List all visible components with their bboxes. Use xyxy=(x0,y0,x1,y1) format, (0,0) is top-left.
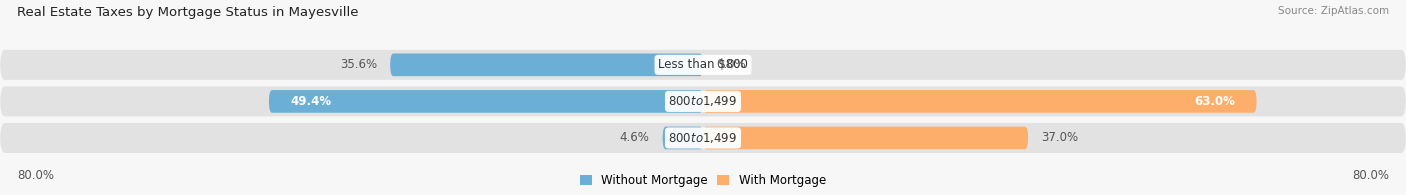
Text: 35.6%: 35.6% xyxy=(340,58,377,71)
FancyBboxPatch shape xyxy=(662,127,703,149)
Text: $800 to $1,499: $800 to $1,499 xyxy=(668,94,738,108)
Text: 80.0%: 80.0% xyxy=(1353,169,1389,182)
Text: Source: ZipAtlas.com: Source: ZipAtlas.com xyxy=(1278,6,1389,16)
Text: Real Estate Taxes by Mortgage Status in Mayesville: Real Estate Taxes by Mortgage Status in … xyxy=(17,6,359,19)
FancyBboxPatch shape xyxy=(0,123,1406,153)
FancyBboxPatch shape xyxy=(703,90,1257,113)
FancyBboxPatch shape xyxy=(391,53,703,76)
Text: Less than $800: Less than $800 xyxy=(658,58,748,71)
Text: 0.0%: 0.0% xyxy=(716,58,745,71)
Legend: Without Mortgage, With Mortgage: Without Mortgage, With Mortgage xyxy=(581,174,825,187)
FancyBboxPatch shape xyxy=(269,90,703,113)
FancyBboxPatch shape xyxy=(0,86,1406,116)
FancyBboxPatch shape xyxy=(703,127,1028,149)
Text: $800 to $1,499: $800 to $1,499 xyxy=(668,131,738,145)
Text: 49.4%: 49.4% xyxy=(291,95,332,108)
FancyBboxPatch shape xyxy=(0,50,1406,80)
Text: 4.6%: 4.6% xyxy=(620,131,650,144)
Text: 37.0%: 37.0% xyxy=(1042,131,1078,144)
Text: 63.0%: 63.0% xyxy=(1194,95,1234,108)
Text: 80.0%: 80.0% xyxy=(17,169,53,182)
